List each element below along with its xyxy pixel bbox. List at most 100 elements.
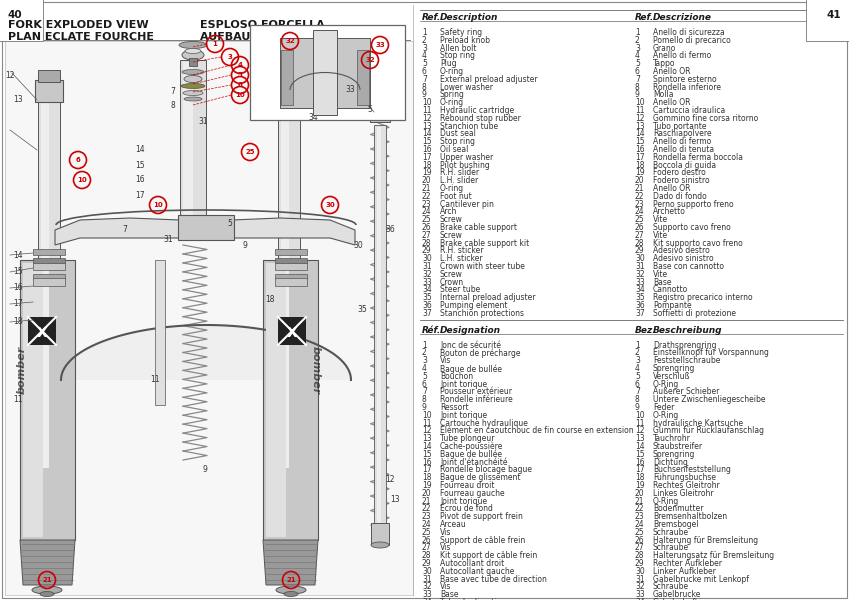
- Text: 20: 20: [635, 489, 644, 498]
- Text: 30: 30: [635, 567, 644, 576]
- Bar: [275, 80, 303, 102]
- Text: 5: 5: [368, 106, 373, 115]
- Text: Gabelbrucke: Gabelbrucke: [653, 590, 701, 599]
- Text: Anello di fermo: Anello di fermo: [653, 52, 711, 61]
- Text: 29: 29: [635, 247, 644, 256]
- Text: 26: 26: [422, 223, 431, 232]
- Text: Anello di sicurezza: Anello di sicurezza: [653, 28, 725, 37]
- Text: Vite: Vite: [653, 231, 668, 240]
- Text: 25: 25: [422, 528, 431, 537]
- Text: Registro precarico interno: Registro precarico interno: [653, 293, 752, 302]
- Text: Description: Description: [440, 13, 498, 22]
- Text: 5: 5: [422, 372, 427, 381]
- Text: L.H. sticker: L.H. sticker: [440, 254, 482, 263]
- Text: Foot nut: Foot nut: [440, 192, 472, 201]
- Text: 31: 31: [163, 235, 173, 245]
- Bar: [23, 263, 43, 537]
- Text: 17: 17: [422, 153, 431, 162]
- Text: Pilot bushing: Pilot bushing: [440, 161, 490, 170]
- Text: Joint torique: Joint torique: [440, 380, 487, 389]
- Text: 9: 9: [422, 403, 427, 412]
- Text: 3: 3: [422, 356, 427, 365]
- Text: 25: 25: [635, 528, 644, 537]
- Text: Sprengring: Sprengring: [653, 364, 695, 373]
- Text: Feststellschraube: Feststellschraube: [653, 356, 720, 365]
- Text: 40: 40: [8, 10, 23, 20]
- Text: Support de câble frein: Support de câble frein: [440, 536, 526, 545]
- Text: Internal preload adjuster: Internal preload adjuster: [440, 293, 536, 302]
- Text: 24: 24: [635, 520, 644, 529]
- Text: Stanchion protections: Stanchion protections: [440, 309, 524, 318]
- Bar: [263, 260, 318, 540]
- Text: Screw: Screw: [440, 270, 463, 279]
- Text: Ref.: Ref.: [422, 13, 441, 22]
- Text: 4: 4: [238, 62, 243, 68]
- Text: Raschiapolvere: Raschiapolvere: [653, 130, 711, 139]
- Text: 5: 5: [238, 72, 242, 78]
- Text: 6: 6: [635, 380, 640, 389]
- Text: Rondella inferiore: Rondella inferiore: [653, 83, 721, 92]
- Text: Linker Aufkleber: Linker Aufkleber: [653, 567, 716, 576]
- Text: Archetto: Archetto: [653, 208, 686, 217]
- Text: Écrou de fond: Écrou de fond: [440, 505, 493, 514]
- Text: Anello OR: Anello OR: [653, 98, 690, 107]
- Text: 9: 9: [635, 403, 640, 412]
- Text: 35: 35: [357, 305, 367, 314]
- Text: 36: 36: [635, 301, 644, 310]
- Text: 31: 31: [422, 575, 431, 584]
- Text: 9: 9: [203, 466, 207, 475]
- Text: Anello OR: Anello OR: [653, 67, 690, 76]
- Text: AUFBAUZEICHNUNG DER GABEL: AUFBAUZEICHNUNG DER GABEL: [200, 32, 398, 42]
- Text: 2: 2: [635, 349, 640, 358]
- Text: 26: 26: [635, 536, 644, 545]
- Text: Réf.: Réf.: [422, 326, 441, 335]
- Ellipse shape: [182, 70, 204, 74]
- Text: 31: 31: [422, 262, 431, 271]
- Text: Außerer Schieber: Außerer Schieber: [653, 388, 719, 397]
- Text: Autocollant droit: Autocollant droit: [440, 559, 504, 568]
- Text: 4: 4: [422, 364, 427, 373]
- Text: 34: 34: [635, 286, 644, 295]
- Text: Allen bolt: Allen bolt: [440, 44, 476, 53]
- Text: O-Ring: O-Ring: [653, 380, 679, 389]
- Text: 16: 16: [635, 145, 644, 154]
- Text: 8: 8: [422, 395, 427, 404]
- Text: 22: 22: [635, 192, 644, 201]
- Text: Pumping element: Pumping element: [440, 301, 508, 310]
- Text: 18: 18: [422, 161, 431, 170]
- Text: 8: 8: [635, 83, 640, 92]
- Text: Base: Base: [440, 590, 458, 599]
- Text: R.H. sticker: R.H. sticker: [440, 247, 483, 256]
- Text: 32: 32: [285, 38, 295, 44]
- Text: Pivot de support frein: Pivot de support frein: [440, 512, 523, 521]
- Text: Fodero sinistro: Fodero sinistro: [653, 176, 710, 185]
- Text: Bremsbogel: Bremsbogel: [653, 520, 699, 529]
- Bar: [275, 274, 307, 279]
- Text: 7: 7: [635, 75, 640, 84]
- Text: Rondelle blocage bague: Rondelle blocage bague: [440, 466, 532, 475]
- Bar: [180, 60, 206, 220]
- Text: 15: 15: [635, 450, 644, 459]
- Text: Arch: Arch: [440, 208, 458, 217]
- Text: 37: 37: [635, 309, 644, 318]
- Text: Stop ring: Stop ring: [440, 52, 475, 61]
- Text: Beschreibung: Beschreibung: [653, 326, 722, 335]
- Text: Cannotto: Cannotto: [653, 286, 689, 295]
- Text: Bouton de précharge: Bouton de précharge: [440, 349, 520, 358]
- Text: 1: 1: [422, 341, 427, 350]
- Text: Kit supporto cavo freno: Kit supporto cavo freno: [653, 239, 743, 248]
- Bar: [281, 102, 289, 468]
- Text: Rebound stop rubber: Rebound stop rubber: [440, 114, 521, 123]
- Text: 16: 16: [135, 175, 145, 185]
- Text: 9: 9: [635, 91, 640, 100]
- Text: Sprengring: Sprengring: [653, 450, 695, 459]
- Ellipse shape: [32, 586, 62, 594]
- Text: 10: 10: [635, 98, 644, 107]
- Text: Steer tube: Steer tube: [440, 286, 481, 295]
- Text: ESPLOSO FORCELLA: ESPLOSO FORCELLA: [200, 20, 325, 30]
- Text: 14: 14: [422, 130, 431, 139]
- Text: Vis: Vis: [440, 528, 452, 537]
- Text: 30: 30: [635, 254, 644, 263]
- Text: 1: 1: [422, 28, 427, 37]
- Bar: [33, 274, 65, 279]
